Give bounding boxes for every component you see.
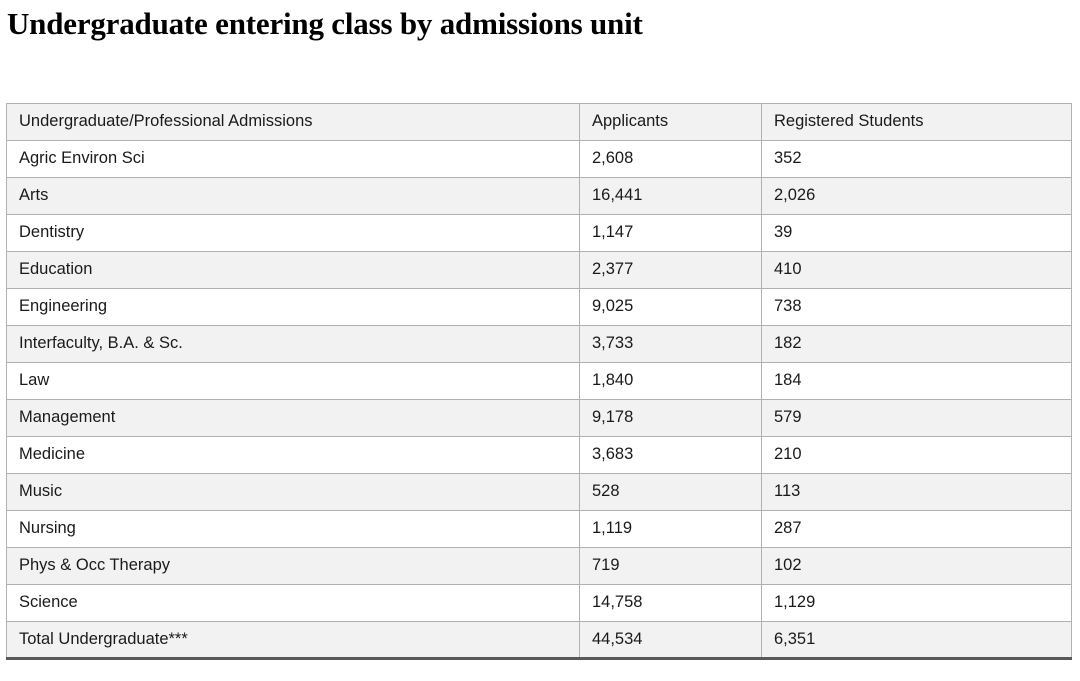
cell-registered-students: 579 [761, 398, 1072, 437]
cell-applicants: 2,608 [579, 139, 762, 178]
cell-admissions-unit: Total Undergraduate*** [6, 620, 580, 659]
cell-admissions-unit: Interfaculty, B.A. & Sc. [6, 324, 580, 363]
cell-registered-students: 352 [761, 139, 1072, 178]
table-row: Science 14,758 1,129 [6, 583, 1072, 622]
cell-registered-students: 182 [761, 324, 1072, 363]
cell-admissions-unit: Law [6, 361, 580, 400]
cell-admissions-unit: Engineering [6, 287, 580, 326]
cell-admissions-unit: Education [6, 250, 580, 289]
cell-registered-students: 287 [761, 509, 1072, 548]
table-row: Music 528 113 [6, 472, 1072, 511]
cell-applicants: 1,147 [579, 213, 762, 252]
cell-applicants: 719 [579, 546, 762, 585]
cell-registered-students: 210 [761, 435, 1072, 474]
cell-applicants: 9,025 [579, 287, 762, 326]
cell-registered-students: 6,351 [761, 620, 1072, 659]
table-row: Law 1,840 184 [6, 361, 1072, 400]
column-header-registered-students: Registered Students [761, 102, 1072, 141]
cell-admissions-unit: Management [6, 398, 580, 437]
cell-admissions-unit: Music [6, 472, 580, 511]
table-body: Agric Environ Sci 2,608 352 Arts 16,441 2,026… [6, 139, 1072, 659]
cell-applicants: 16,441 [579, 176, 762, 215]
cell-registered-students: 184 [761, 361, 1072, 400]
cell-applicants: 2,377 [579, 250, 762, 289]
admissions-table: Undergraduate/Professional Admissions Ap… [6, 102, 1072, 660]
table-header-row: Undergraduate/Professional Admissions Ap… [6, 102, 1072, 141]
table-row: Management 9,178 579 [6, 398, 1072, 437]
table-row: Education 2,377 410 [6, 250, 1072, 289]
table-row: Medicine 3,683 210 [6, 435, 1072, 474]
cell-admissions-unit: Agric Environ Sci [6, 139, 580, 178]
cell-admissions-unit: Phys & Occ Therapy [6, 546, 580, 585]
cell-applicants: 14,758 [579, 583, 762, 622]
table-row: Phys & Occ Therapy 719 102 [6, 546, 1072, 585]
cell-applicants: 9,178 [579, 398, 762, 437]
cell-registered-students: 410 [761, 250, 1072, 289]
cell-registered-students: 39 [761, 213, 1072, 252]
cell-admissions-unit: Medicine [6, 435, 580, 474]
cell-applicants: 1,119 [579, 509, 762, 548]
cell-admissions-unit: Nursing [6, 509, 580, 548]
cell-applicants: 44,534 [579, 620, 762, 659]
cell-admissions-unit: Dentistry [6, 213, 580, 252]
column-header-applicants: Applicants [579, 102, 762, 141]
table-row: Nursing 1,119 287 [6, 509, 1072, 548]
cell-registered-students: 1,129 [761, 583, 1072, 622]
table-row: Interfaculty, B.A. & Sc. 3,733 182 [6, 324, 1072, 363]
cell-registered-students: 113 [761, 472, 1072, 511]
cell-applicants: 1,840 [579, 361, 762, 400]
table-row: Dentistry 1,147 39 [6, 213, 1072, 252]
page-title: Undergraduate entering class by admissio… [7, 6, 643, 41]
cell-registered-students: 738 [761, 287, 1072, 326]
cell-applicants: 528 [579, 472, 762, 511]
table-row-total: Total Undergraduate*** 44,534 6,351 [6, 620, 1072, 659]
cell-registered-students: 2,026 [761, 176, 1072, 215]
cell-applicants: 3,683 [579, 435, 762, 474]
cell-admissions-unit: Science [6, 583, 580, 622]
cell-applicants: 3,733 [579, 324, 762, 363]
cell-admissions-unit: Arts [6, 176, 580, 215]
table-row: Arts 16,441 2,026 [6, 176, 1072, 215]
table-row: Agric Environ Sci 2,608 352 [6, 139, 1072, 178]
cell-registered-students: 102 [761, 546, 1072, 585]
column-header-admissions-unit: Undergraduate/Professional Admissions [6, 102, 580, 141]
table-row: Engineering 9,025 738 [6, 287, 1072, 326]
